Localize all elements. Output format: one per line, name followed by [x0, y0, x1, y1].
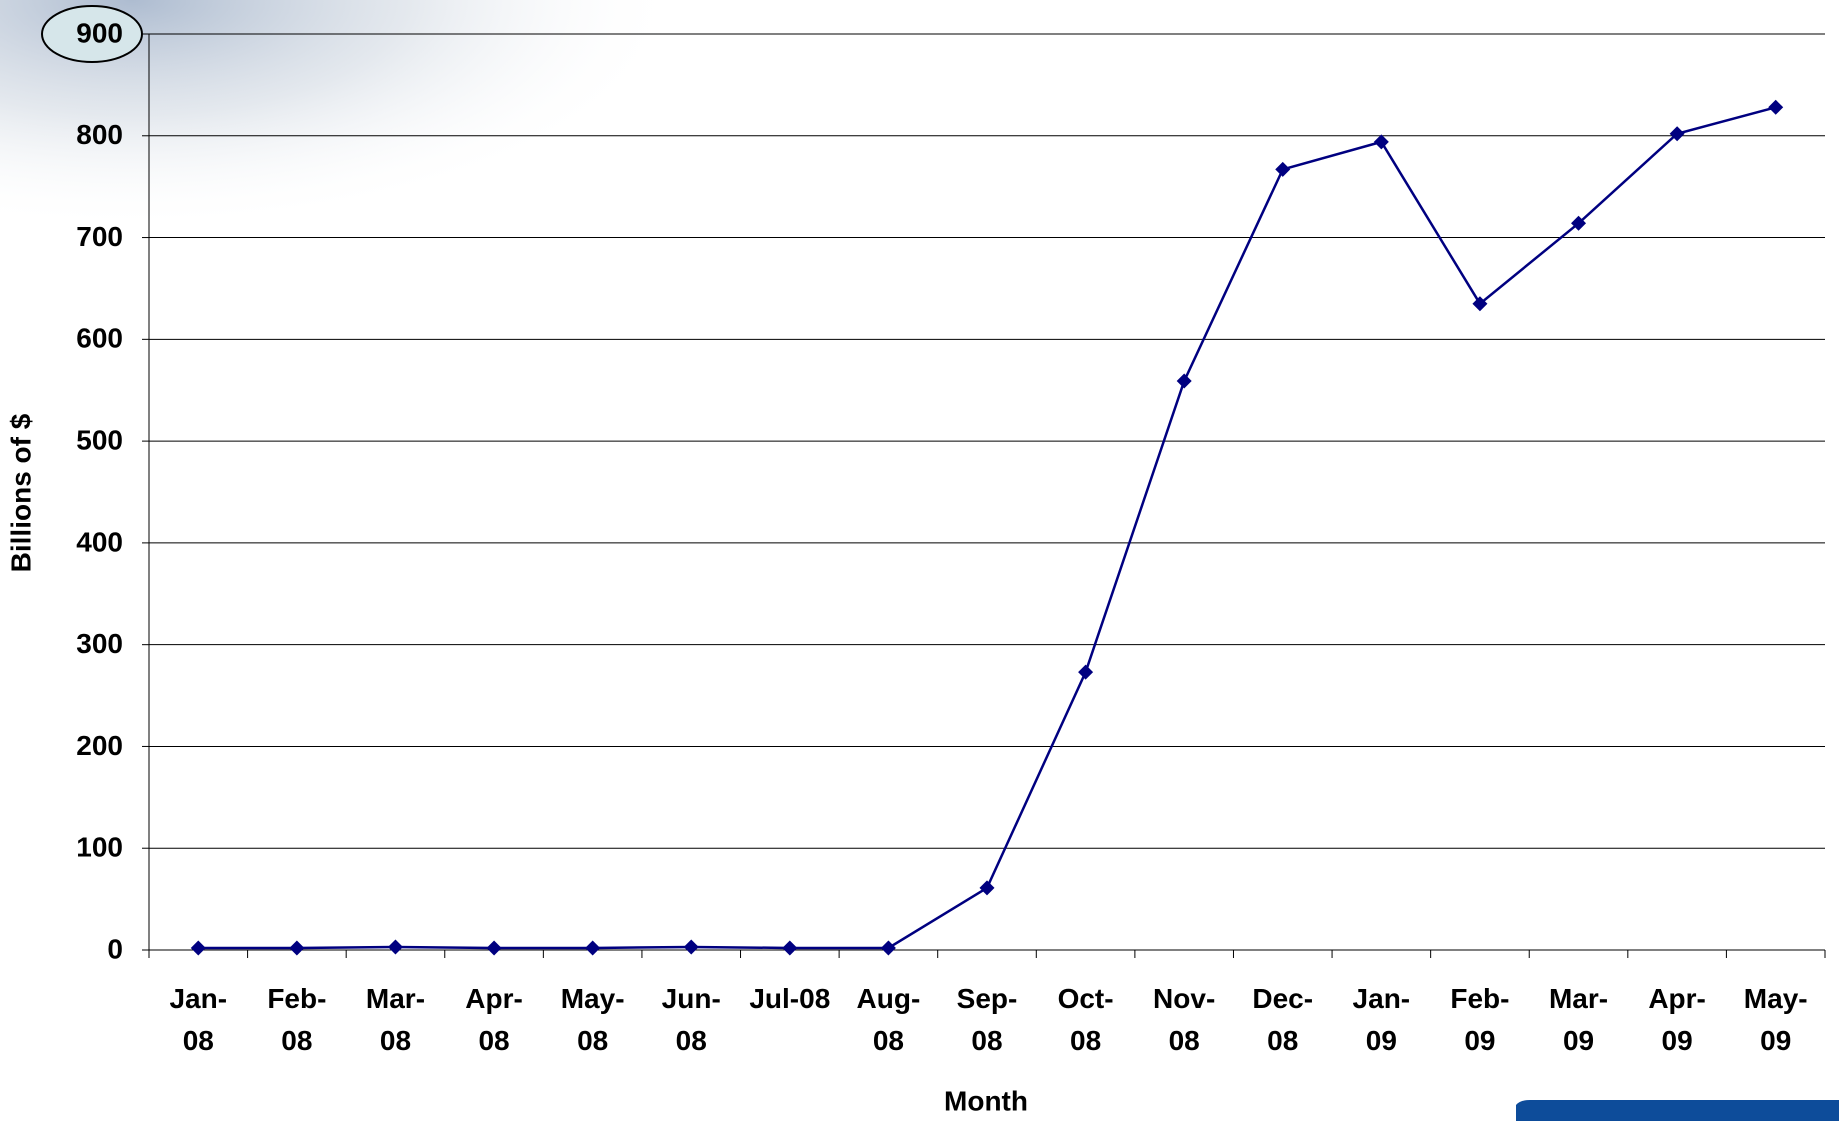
x-tick-label: Mar-09	[1548, 983, 1609, 1056]
x-tick-label: Feb-09	[1450, 983, 1510, 1056]
x-tick-label: Feb-08	[267, 983, 327, 1056]
data-point	[1768, 99, 1784, 115]
data-point	[880, 940, 896, 956]
data-point	[683, 939, 699, 955]
y-tick-label: 0	[107, 933, 123, 964]
y-tick-label: 800	[76, 119, 123, 150]
x-tick-label: Dec-08	[1252, 983, 1314, 1056]
data-point	[190, 940, 206, 956]
data-point	[1571, 215, 1587, 231]
data-point	[1373, 134, 1389, 150]
data-point	[585, 940, 601, 956]
data-point	[1275, 161, 1291, 177]
data-point	[1472, 296, 1488, 312]
x-tick-label: Oct-08	[1057, 983, 1114, 1056]
y-tick-label: 900	[76, 17, 123, 48]
data-point	[782, 940, 798, 956]
x-tick-label: Nov-08	[1153, 983, 1216, 1056]
x-tick-label: Mar-08	[365, 983, 426, 1056]
background-photo	[0, 0, 1100, 460]
x-tick-label: Apr-09	[1648, 983, 1706, 1056]
data-point	[979, 880, 995, 896]
data-point	[1078, 664, 1094, 680]
data-point	[1176, 373, 1192, 389]
y-tick-label: 600	[76, 323, 123, 354]
x-axis-title: Month	[944, 1085, 1028, 1116]
y-tick-label: 500	[76, 425, 123, 456]
x-tick-label: May-08	[560, 983, 625, 1056]
x-tick-label: Jul-08	[749, 983, 831, 1014]
x-tick-label: Aug-08	[856, 983, 921, 1056]
y-tick-label: 300	[76, 628, 123, 659]
data-point	[1669, 126, 1685, 142]
y-axis-title: Billions of $	[5, 413, 36, 572]
x-tick-label: Sep-08	[956, 983, 1018, 1056]
data-point	[387, 939, 403, 955]
x-tick-label: Apr-08	[465, 983, 523, 1056]
y-tick-label: 400	[76, 526, 123, 557]
y-tick-label: 200	[76, 730, 123, 761]
y-tick-label: 700	[76, 221, 123, 252]
data-point	[289, 940, 305, 956]
logo-corner	[1516, 1100, 1839, 1121]
x-tick-label: Jan-08	[169, 983, 228, 1056]
x-tick-label: Jan-09	[1352, 983, 1411, 1056]
y-tick-label: 100	[76, 832, 123, 863]
data-point	[486, 940, 502, 956]
x-tick-label: May-09	[1743, 983, 1808, 1056]
x-tick-label: Jun-08	[661, 983, 721, 1056]
